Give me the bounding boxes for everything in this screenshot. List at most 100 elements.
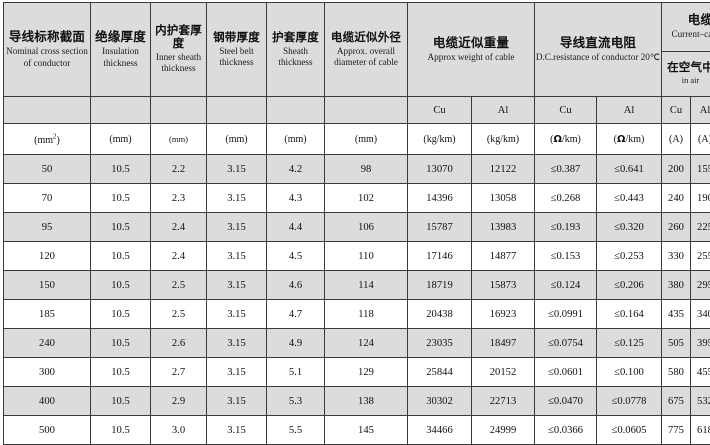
metal-resistance-al: Al	[597, 97, 662, 124]
header-dc-resistance-en: D.C.resistance of conductor 20℃	[535, 52, 661, 63]
cell-weight_al: 14877	[472, 242, 535, 271]
cell-inner_sheath_thickness: 2.5	[151, 300, 207, 329]
cell-sheath_thickness: 4.3	[267, 184, 325, 213]
cell-air_al: 225	[691, 213, 710, 242]
header-steel-belt-thickness-en: Steel belt thickness	[207, 46, 266, 68]
cell-res_al: ≤0.253	[597, 242, 662, 271]
cell-res_cu: ≤0.0366	[535, 416, 597, 445]
cell-insulation_thickness: 10.5	[91, 329, 151, 358]
unit-insulation-thickness: (mm)	[91, 124, 151, 155]
cell-steel_belt_thickness: 3.15	[207, 271, 267, 300]
cell-weight_cu: 20438	[408, 300, 472, 329]
cell-insulation_thickness: 10.5	[91, 155, 151, 184]
cell-nominal_section: 95	[4, 213, 91, 242]
cell-steel_belt_thickness: 3.15	[207, 387, 267, 416]
unit-resistance-al: (Ω/km)	[597, 124, 662, 155]
header-sheath-thickness-cn: 护套厚度	[267, 31, 324, 44]
cell-insulation_thickness: 10.5	[91, 300, 151, 329]
cell-nominal_section: 70	[4, 184, 91, 213]
cell-sheath_thickness: 4.7	[267, 300, 325, 329]
unit-steel-belt-thickness: (mm)	[207, 124, 267, 155]
header-overall-diameter-en: Approx. overall diameter of cable	[325, 46, 407, 68]
cell-res_al: ≤0.100	[597, 358, 662, 387]
cell-weight_al: 24999	[472, 416, 535, 445]
cell-overall_diameter: 129	[325, 358, 408, 387]
header-current-capacity-en: Current–carrying capacity	[662, 29, 710, 40]
cell-nominal_section: 400	[4, 387, 91, 416]
cell-overall_diameter: 138	[325, 387, 408, 416]
cell-res_al: ≤0.206	[597, 271, 662, 300]
metal-spacer-5	[267, 97, 325, 124]
cell-air_al: 455	[691, 358, 710, 387]
cell-steel_belt_thickness: 3.15	[207, 184, 267, 213]
cell-overall_diameter: 114	[325, 271, 408, 300]
cell-air_al: 190	[691, 184, 710, 213]
header-nominal-section-cn: 导线标称截面	[4, 30, 90, 44]
cell-weight_cu: 14396	[408, 184, 472, 213]
cell-insulation_thickness: 10.5	[91, 242, 151, 271]
cell-sheath_thickness: 5.3	[267, 387, 325, 416]
header-inner-sheath-thickness-en: Inner sheath thickness	[151, 52, 206, 74]
cell-res_cu: ≤0.153	[535, 242, 597, 271]
unit-air-al: (A)	[691, 124, 710, 155]
metal-air-cu: Cu	[662, 97, 691, 124]
header-insulation-thickness-cn: 绝缘厚度	[91, 30, 150, 44]
cell-weight_al: 20152	[472, 358, 535, 387]
unit-weight-cu: (kg/km)	[408, 124, 472, 155]
cell-inner_sheath_thickness: 2.6	[151, 329, 207, 358]
cell-air_cu: 380	[662, 271, 691, 300]
cell-res_cu: ≤0.0470	[535, 387, 597, 416]
cell-sheath_thickness: 4.5	[267, 242, 325, 271]
header-nominal-section-en: Nominal cross section of conductor	[4, 46, 90, 68]
cell-weight_cu: 15787	[408, 213, 472, 242]
cell-inner_sheath_thickness: 2.4	[151, 242, 207, 271]
cell-insulation_thickness: 10.5	[91, 213, 151, 242]
cell-air_al: 340	[691, 300, 710, 329]
cell-sheath_thickness: 5.1	[267, 358, 325, 387]
header-overall-diameter: 电缆近似外径 Approx. overall diameter of cable	[325, 3, 408, 97]
metal-resistance-cu: Cu	[535, 97, 597, 124]
cell-sheath_thickness: 4.6	[267, 271, 325, 300]
header-approx-weight-cn: 电缆近似重量	[408, 36, 534, 50]
cell-nominal_section: 300	[4, 358, 91, 387]
cell-insulation_thickness: 10.5	[91, 416, 151, 445]
cell-air_al: 618	[691, 416, 710, 445]
cell-res_al: ≤0.443	[597, 184, 662, 213]
cell-weight_cu: 17146	[408, 242, 472, 271]
cell-air_cu: 675	[662, 387, 691, 416]
cell-sheath_thickness: 5.5	[267, 416, 325, 445]
cell-air_al: 255	[691, 242, 710, 271]
metal-spacer-4	[207, 97, 267, 124]
cell-nominal_section: 120	[4, 242, 91, 271]
cell-overall_diameter: 102	[325, 184, 408, 213]
cell-weight_cu: 23035	[408, 329, 472, 358]
header-insulation-thickness-en: Insulation thickness	[91, 46, 150, 68]
cell-res_al: ≤0.641	[597, 155, 662, 184]
cell-weight_cu: 34466	[408, 416, 472, 445]
cell-overall_diameter: 145	[325, 416, 408, 445]
header-steel-belt-thickness-cn: 钢带厚度	[207, 31, 266, 44]
unit-weight-al: (kg/km)	[472, 124, 535, 155]
header-row-metal: Cu Al Cu Al Cu Al Cu Al	[4, 97, 710, 124]
cell-sheath_thickness: 4.9	[267, 329, 325, 358]
metal-spacer-2	[91, 97, 151, 124]
cell-air_cu: 435	[662, 300, 691, 329]
cell-air_al: 532	[691, 387, 710, 416]
cell-steel_belt_thickness: 3.15	[207, 329, 267, 358]
unit-resistance-al-suffix: /km	[625, 134, 641, 145]
cell-inner_sheath_thickness: 2.4	[151, 213, 207, 242]
header-dc-resistance: 导线直流电阻 D.C.resistance of conductor 20℃	[535, 3, 662, 97]
cell-sheath_thickness: 4.4	[267, 213, 325, 242]
cell-overall_diameter: 106	[325, 213, 408, 242]
header-capacity-in-air: 在空气中 in air	[662, 52, 710, 97]
header-approx-weight-en: Approx weight of cable	[408, 52, 534, 63]
metal-air-al: Al	[691, 97, 710, 124]
cell-steel_belt_thickness: 3.15	[207, 358, 267, 387]
header-dc-resistance-cn: 导线直流电阻	[535, 36, 661, 50]
header-sheath-thickness-en: Sheath thickness	[267, 46, 324, 68]
header-steel-belt-thickness: 钢带厚度 Steel belt thickness	[207, 3, 267, 97]
cell-nominal_section: 50	[4, 155, 91, 184]
cell-inner_sheath_thickness: 2.9	[151, 387, 207, 416]
